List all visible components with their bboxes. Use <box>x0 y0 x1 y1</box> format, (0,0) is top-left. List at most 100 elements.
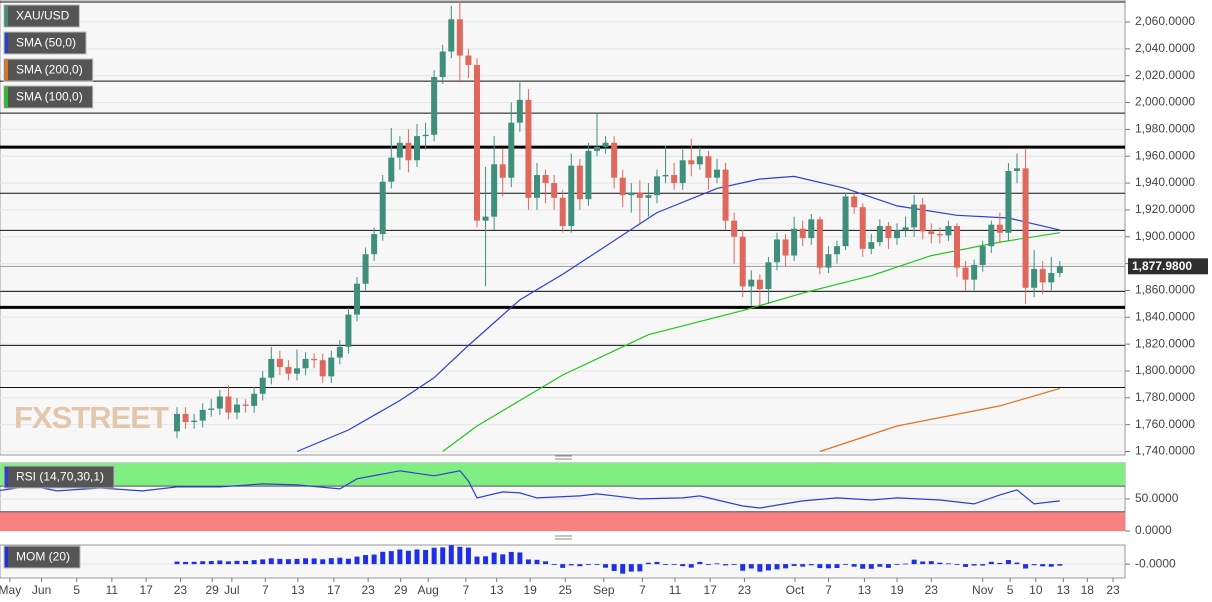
y-tick-label: 1,900.0000 <box>1135 229 1195 243</box>
candle-body <box>945 226 952 236</box>
candle-body <box>791 228 798 256</box>
momentum-bar <box>834 564 840 568</box>
candle-body <box>936 234 943 236</box>
x-tick-label: 19 <box>523 583 537 597</box>
candle-body <box>491 164 498 217</box>
candle-body <box>928 231 935 235</box>
momentum-bar <box>825 564 831 569</box>
candle-body <box>551 183 558 198</box>
momentum-bar <box>423 550 429 565</box>
momentum-bar <box>860 564 866 569</box>
legend-label: SMA (200,0) <box>16 63 83 77</box>
momentum-bar <box>808 564 814 566</box>
x-tick-label: 17 <box>139 583 153 597</box>
candle-body <box>234 404 240 413</box>
legend-box <box>3 31 87 55</box>
momentum-bar <box>260 559 266 565</box>
y-tick-label: 50.0000 <box>1135 491 1179 505</box>
candle-body <box>499 164 506 178</box>
sma-line <box>819 387 1061 453</box>
y-tick-label: 1,760.0000 <box>1135 417 1195 431</box>
momentum-bar <box>320 559 326 565</box>
candle-body <box>825 254 832 268</box>
momentum-bar <box>200 561 206 565</box>
momentum-bar <box>217 560 223 565</box>
candle-body <box>345 314 352 347</box>
momentum-bar <box>971 564 977 566</box>
momentum-bar <box>843 564 849 565</box>
momentum-bar <box>294 558 300 565</box>
candle-body <box>979 246 986 265</box>
candle-body <box>276 358 283 367</box>
candle-body <box>208 408 215 410</box>
x-tick-label: 17 <box>703 583 717 597</box>
y-tick-label: 1,960.0000 <box>1135 148 1195 162</box>
momentum-bar <box>560 564 566 568</box>
y-tick-label: 0.0000 <box>1135 523 1172 537</box>
x-tick-label: Nov <box>972 583 993 597</box>
x-tick-label: 7 <box>825 583 832 597</box>
momentum-bar <box>911 559 917 565</box>
momentum-bar <box>337 557 343 565</box>
oversold-band <box>0 511 1125 531</box>
candle-body <box>259 377 266 394</box>
momentum-bar <box>903 563 909 565</box>
legend-box <box>3 4 80 28</box>
momentum-bar <box>945 563 951 565</box>
momentum-bar <box>723 564 729 566</box>
candle-body <box>1031 268 1038 288</box>
momentum-bar <box>705 564 711 565</box>
x-tick-label: 19 <box>890 583 904 597</box>
rsi-line <box>0 470 1060 509</box>
legend-swatch <box>5 60 8 80</box>
candle-body <box>696 156 703 165</box>
candle-body <box>842 196 849 247</box>
candle-body <box>508 122 515 178</box>
watermark: FXSTREET <box>14 400 169 435</box>
candle-body <box>756 279 763 290</box>
candle-body <box>328 357 335 377</box>
y-tick-label: 1,920.0000 <box>1135 202 1195 216</box>
momentum-bar <box>748 564 754 569</box>
momentum-bar <box>774 564 780 570</box>
last-price-label: 1,877.9800 <box>1132 259 1192 273</box>
x-tick-label: 11 <box>106 583 119 597</box>
momentum-bar <box>508 551 514 565</box>
candle-body <box>456 19 463 56</box>
candle-body <box>714 169 720 178</box>
candle-body <box>1056 266 1063 273</box>
candle-body <box>362 254 369 284</box>
candle-body <box>859 207 866 249</box>
splitter-handle[interactable] <box>555 455 572 540</box>
overbought-band <box>0 463 1125 487</box>
legend-label: SMA (100,0) <box>16 90 83 104</box>
candle-body <box>525 99 532 198</box>
momentum-bar <box>414 549 420 565</box>
legend-box <box>3 85 94 109</box>
legend-item: XAU/USD <box>3 4 80 28</box>
momentum-bar <box>174 561 180 565</box>
legend-label: SMA (50,0) <box>16 36 76 50</box>
momentum-bar <box>620 564 626 574</box>
x-tick-label: 18 <box>1081 583 1095 597</box>
momentum-bar <box>714 563 720 565</box>
momentum-bar <box>954 564 960 565</box>
candle-body <box>885 226 892 239</box>
y-tick-label: 1,980.0000 <box>1135 122 1195 136</box>
candle-body <box>654 176 660 196</box>
candle-body <box>808 219 815 239</box>
legend-label: RSI (14,70,30,1) <box>16 470 104 484</box>
momentum-bar <box>645 562 651 565</box>
x-tick-label: 7 <box>463 583 470 597</box>
candle-body <box>422 134 429 137</box>
momentum-bar <box>791 564 797 566</box>
y-tick-label: 1,840.0000 <box>1135 309 1195 323</box>
x-tick-label: 17 <box>327 583 341 597</box>
momentum-bar <box>765 564 771 571</box>
candle-body <box>405 142 412 161</box>
momentum-bar <box>1048 564 1054 567</box>
momentum-bar <box>465 547 471 565</box>
candle-body <box>1014 168 1020 171</box>
x-tick-label: Jun <box>32 583 51 597</box>
x-tick-label: 13 <box>490 583 504 597</box>
